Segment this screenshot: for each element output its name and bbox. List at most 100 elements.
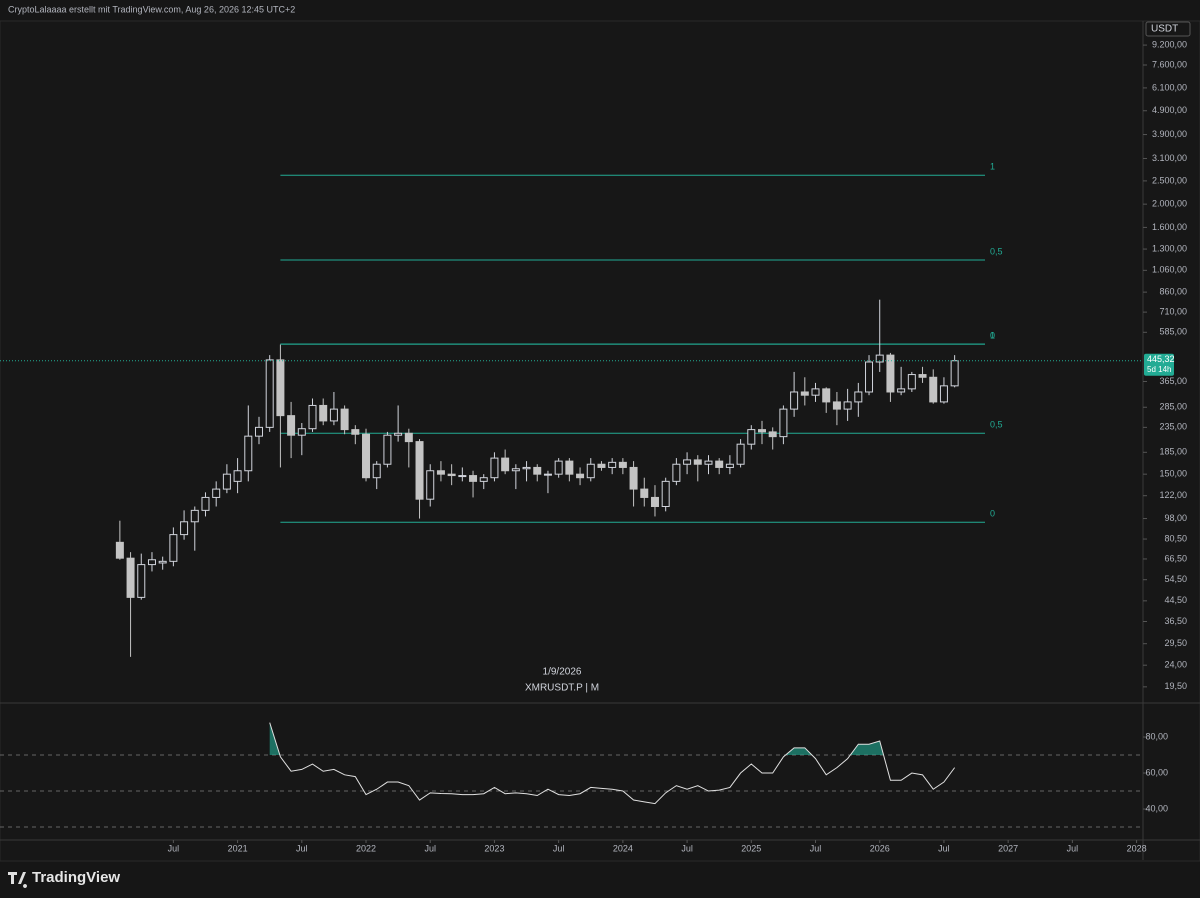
last-price-label: 445,32 [1147,354,1175,364]
y-tick-label: 80,50 [1164,533,1187,543]
y-tick-label: 1.600,00 [1152,222,1187,232]
candle-body [704,460,713,465]
fib-label: 1 [990,331,995,341]
y-tick-label: 3.100,00 [1152,153,1187,163]
candle-body [650,496,659,507]
candle-body [244,435,253,472]
candle-body [147,559,156,566]
candle-body [736,443,745,465]
candle-body [201,496,210,511]
candle-body [190,509,199,523]
y-tick-label: 80,00 [1145,731,1168,741]
candle-body [319,404,328,422]
candle-body [918,374,927,378]
x-tick-label: Jul [553,843,565,853]
y-tick-label: 40,00 [1145,803,1168,813]
candle-body [640,488,649,498]
candle-body [693,459,702,465]
candle-body [822,388,831,403]
candle-body [854,391,863,403]
y-tick-label: 36,50 [1164,616,1187,626]
candle-body [404,432,413,443]
candle-body [939,385,948,403]
y-tick-label: 98,00 [1164,513,1187,523]
candle-body [265,359,274,428]
y-tick-label: 285,00 [1159,402,1187,412]
y-tick-label: 44,50 [1164,595,1187,605]
x-tick-label: 2024 [613,843,633,853]
candle-body [169,534,178,562]
candle-body [426,470,435,500]
candle-body [683,459,692,465]
candle-body [811,388,820,396]
y-tick-label: 2.500,00 [1152,175,1187,185]
currency: USDT [1151,24,1178,35]
candle-body [865,361,874,393]
y-tick-label: 150,00 [1159,469,1187,479]
candle-body [576,473,585,479]
x-tick-label: 2022 [356,843,376,853]
y-tick-label: 585,00 [1159,327,1187,337]
fib-label: 1 [990,162,995,172]
candle-body [929,376,938,403]
candle-body [629,466,638,490]
candle-body [501,457,510,472]
candle-body [115,541,124,559]
logo [8,872,28,889]
candle-body [254,426,263,437]
symbol-watermark: XMRUSDT.P | M [525,683,599,694]
candle-body [875,354,884,363]
candle-body [340,408,349,431]
y-tick-label: 1.060,00 [1152,265,1187,275]
fib-label: 0 [990,331,995,341]
candle-body [287,415,296,436]
candle-body [661,480,670,507]
y-tick-label: 29,50 [1164,638,1187,648]
candle-body [608,461,617,468]
candle-body [950,360,959,387]
candle-body [543,473,552,476]
candle-body [394,432,403,436]
y-tick-label: 7.600,00 [1152,59,1187,69]
y-tick-label: 3.900,00 [1152,129,1187,139]
candle-body [329,408,338,422]
candle-body [415,441,424,500]
fib-label: 0,5 [990,246,1003,256]
y-tick-label: 710,00 [1159,306,1187,316]
candle-body [907,374,916,390]
y-tick-label: 122,00 [1159,490,1187,500]
candle-body [779,408,788,438]
y-tick-label: 365,00 [1159,376,1187,386]
fib-label: 0 [990,509,995,519]
x-tick-label: Jul [296,843,308,853]
candle-body [479,477,488,482]
candle-body [469,475,478,482]
candle-body [511,468,520,472]
candle-body [565,460,574,475]
candle-body [126,557,135,598]
candle-body [276,359,285,417]
date-watermark: 1/9/2026 [543,667,582,678]
candle-body [533,466,542,475]
y-tick-label: 9.200,00 [1152,39,1187,49]
candle-body [436,470,445,475]
candle-body [137,564,146,598]
candle-body [180,521,189,536]
candle-body [790,391,799,410]
candle-body [458,475,467,478]
candle-body [554,460,563,475]
x-tick-label: Jul [810,843,822,853]
candle-body [672,463,681,482]
y-tick-label: 66,50 [1164,553,1187,563]
x-tick-label: 2025 [741,843,761,853]
x-tick-label: Jul [1067,843,1079,853]
candle-body [618,461,627,468]
candle-body [897,388,906,393]
x-tick-label: 2027 [998,843,1018,853]
candle-body [725,463,734,468]
candle-body [758,429,766,433]
x-tick-label: 2028 [1127,843,1147,853]
rsi-line [269,722,956,805]
